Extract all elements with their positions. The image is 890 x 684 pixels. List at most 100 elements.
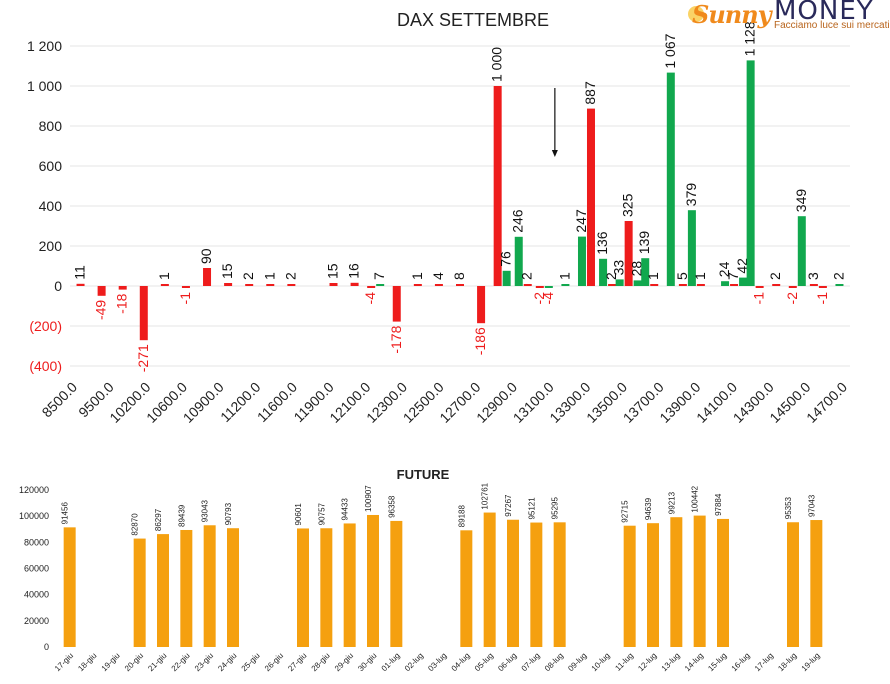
bar-call — [687, 210, 696, 286]
future-x-tick-label: 30-giu — [356, 651, 378, 673]
bar-call — [797, 216, 806, 286]
data-label: 24 — [716, 261, 732, 277]
bar-call — [514, 236, 523, 286]
future-x-tick-label: 22-giu — [170, 651, 192, 673]
data-label: -4 — [362, 292, 378, 305]
future-y-tick-label: 60000 — [24, 564, 49, 574]
data-label: 42 — [734, 258, 750, 274]
future-data-label: 92715 — [621, 500, 630, 523]
bar-put — [788, 286, 797, 288]
data-label: 2 — [830, 272, 846, 280]
data-label: 15 — [325, 263, 341, 279]
data-label: 1 — [645, 272, 661, 280]
data-label: 7 — [371, 272, 387, 280]
future-bar — [670, 517, 683, 647]
future-bar — [647, 523, 659, 647]
future-x-tick-label: 10-lug — [590, 651, 612, 673]
future-x-tick-label: 07-lug — [520, 651, 542, 673]
logo-sunny-text: Sunny — [692, 0, 772, 29]
bar-put — [608, 284, 617, 286]
data-label: 2 — [282, 272, 298, 280]
bar-call — [615, 279, 624, 286]
data-label: -2 — [784, 292, 800, 305]
future-x-tick-label: 08-lug — [543, 651, 565, 673]
future-x-tick-label: 12-lug — [636, 651, 658, 673]
future-bar — [460, 530, 473, 647]
data-label: -271 — [135, 344, 151, 372]
data-label: 2 — [767, 272, 783, 280]
future-x-tick-label: 20-giu — [123, 651, 145, 673]
bar-put — [493, 86, 502, 286]
data-label: 247 — [573, 209, 589, 233]
future-data-label: 90757 — [317, 502, 326, 525]
future-data-label: 93043 — [201, 499, 210, 522]
future-bar — [63, 527, 76, 647]
future-chart: FUTURE 0 20000 40000 60000 80000 100000 120000 9… — [19, 467, 823, 673]
future-bar — [227, 528, 239, 647]
bar-put — [329, 283, 338, 286]
future-x-tick-label: 13-lug — [660, 651, 682, 673]
data-label: -18 — [114, 293, 130, 313]
future-bar — [133, 538, 146, 647]
data-label: 3 — [805, 272, 821, 280]
future-bar — [203, 525, 216, 647]
dax-settembre-chart: DAX SETTEMBRE 1 200 1 000 800 600 400 200 0 (200… — [27, 10, 850, 426]
data-label: 5 — [674, 272, 690, 280]
data-label: 2 — [240, 272, 256, 280]
future-x-tick-label: 11-lug — [613, 651, 635, 673]
bar-put — [624, 221, 633, 286]
future-data-label: 91456 — [61, 502, 70, 525]
bar-put — [97, 286, 106, 296]
future-x-tick-label: 01-lug — [380, 651, 402, 673]
y-tick-label: 1 200 — [27, 38, 62, 54]
data-label: 139 — [636, 231, 652, 255]
bar-put — [224, 283, 233, 286]
x-tick-label: 11600.0 — [254, 379, 301, 426]
bar-call — [544, 286, 553, 288]
future-x-tick-label: 19-lug — [800, 651, 822, 673]
future-bar — [320, 528, 333, 647]
bar-put — [678, 284, 687, 286]
bar-put — [730, 284, 739, 286]
future-data-label: 97043 — [807, 494, 816, 517]
bar-put — [76, 283, 85, 286]
future-x-tick-label: 05-lug — [473, 651, 495, 673]
future-x-tick-label: 18-lug — [776, 651, 798, 673]
data-label: 76 — [498, 251, 514, 267]
future-y-tick-label: 0 — [44, 642, 49, 652]
data-label: 4 — [430, 272, 446, 280]
bar-call — [376, 284, 385, 286]
future-bar — [157, 534, 169, 647]
future-bar — [297, 528, 309, 647]
future-x-tick-label: 15-lug — [706, 651, 728, 673]
data-label: -49 — [93, 300, 109, 320]
y-tick-label: 1 000 — [27, 78, 62, 94]
bar-put — [586, 108, 595, 286]
chart-title: DAX SETTEMBRE — [397, 10, 549, 30]
y-tick-label: 200 — [39, 238, 63, 254]
future-bar — [623, 525, 636, 647]
future-data-label: 82870 — [131, 513, 140, 536]
future-x-tick-label: 21-giu — [146, 651, 168, 673]
data-label: 7 — [725, 272, 741, 280]
future-x-tick-label: 06-lug — [496, 651, 518, 673]
data-label: 11 — [72, 265, 88, 280]
bar-put — [203, 268, 212, 286]
data-label: 1 128 — [742, 21, 758, 56]
y-tick-label: 800 — [39, 118, 63, 134]
bar-call — [502, 270, 511, 286]
bar-call — [633, 280, 642, 286]
future-x-tick-label: 14-lug — [683, 651, 705, 673]
bar-call — [739, 277, 748, 286]
bar-call — [721, 281, 730, 286]
bar-call — [835, 284, 844, 286]
bar-call — [666, 72, 675, 286]
future-data-label: 100907 — [364, 485, 373, 512]
future-bar — [693, 515, 706, 647]
future-data-label: 102761 — [481, 482, 490, 509]
y-tick-label: 0 — [54, 278, 62, 294]
future-data-label: 100442 — [691, 485, 700, 512]
future-bar — [717, 518, 729, 647]
bar-put — [809, 284, 818, 286]
future-data-label: 89188 — [457, 505, 466, 528]
